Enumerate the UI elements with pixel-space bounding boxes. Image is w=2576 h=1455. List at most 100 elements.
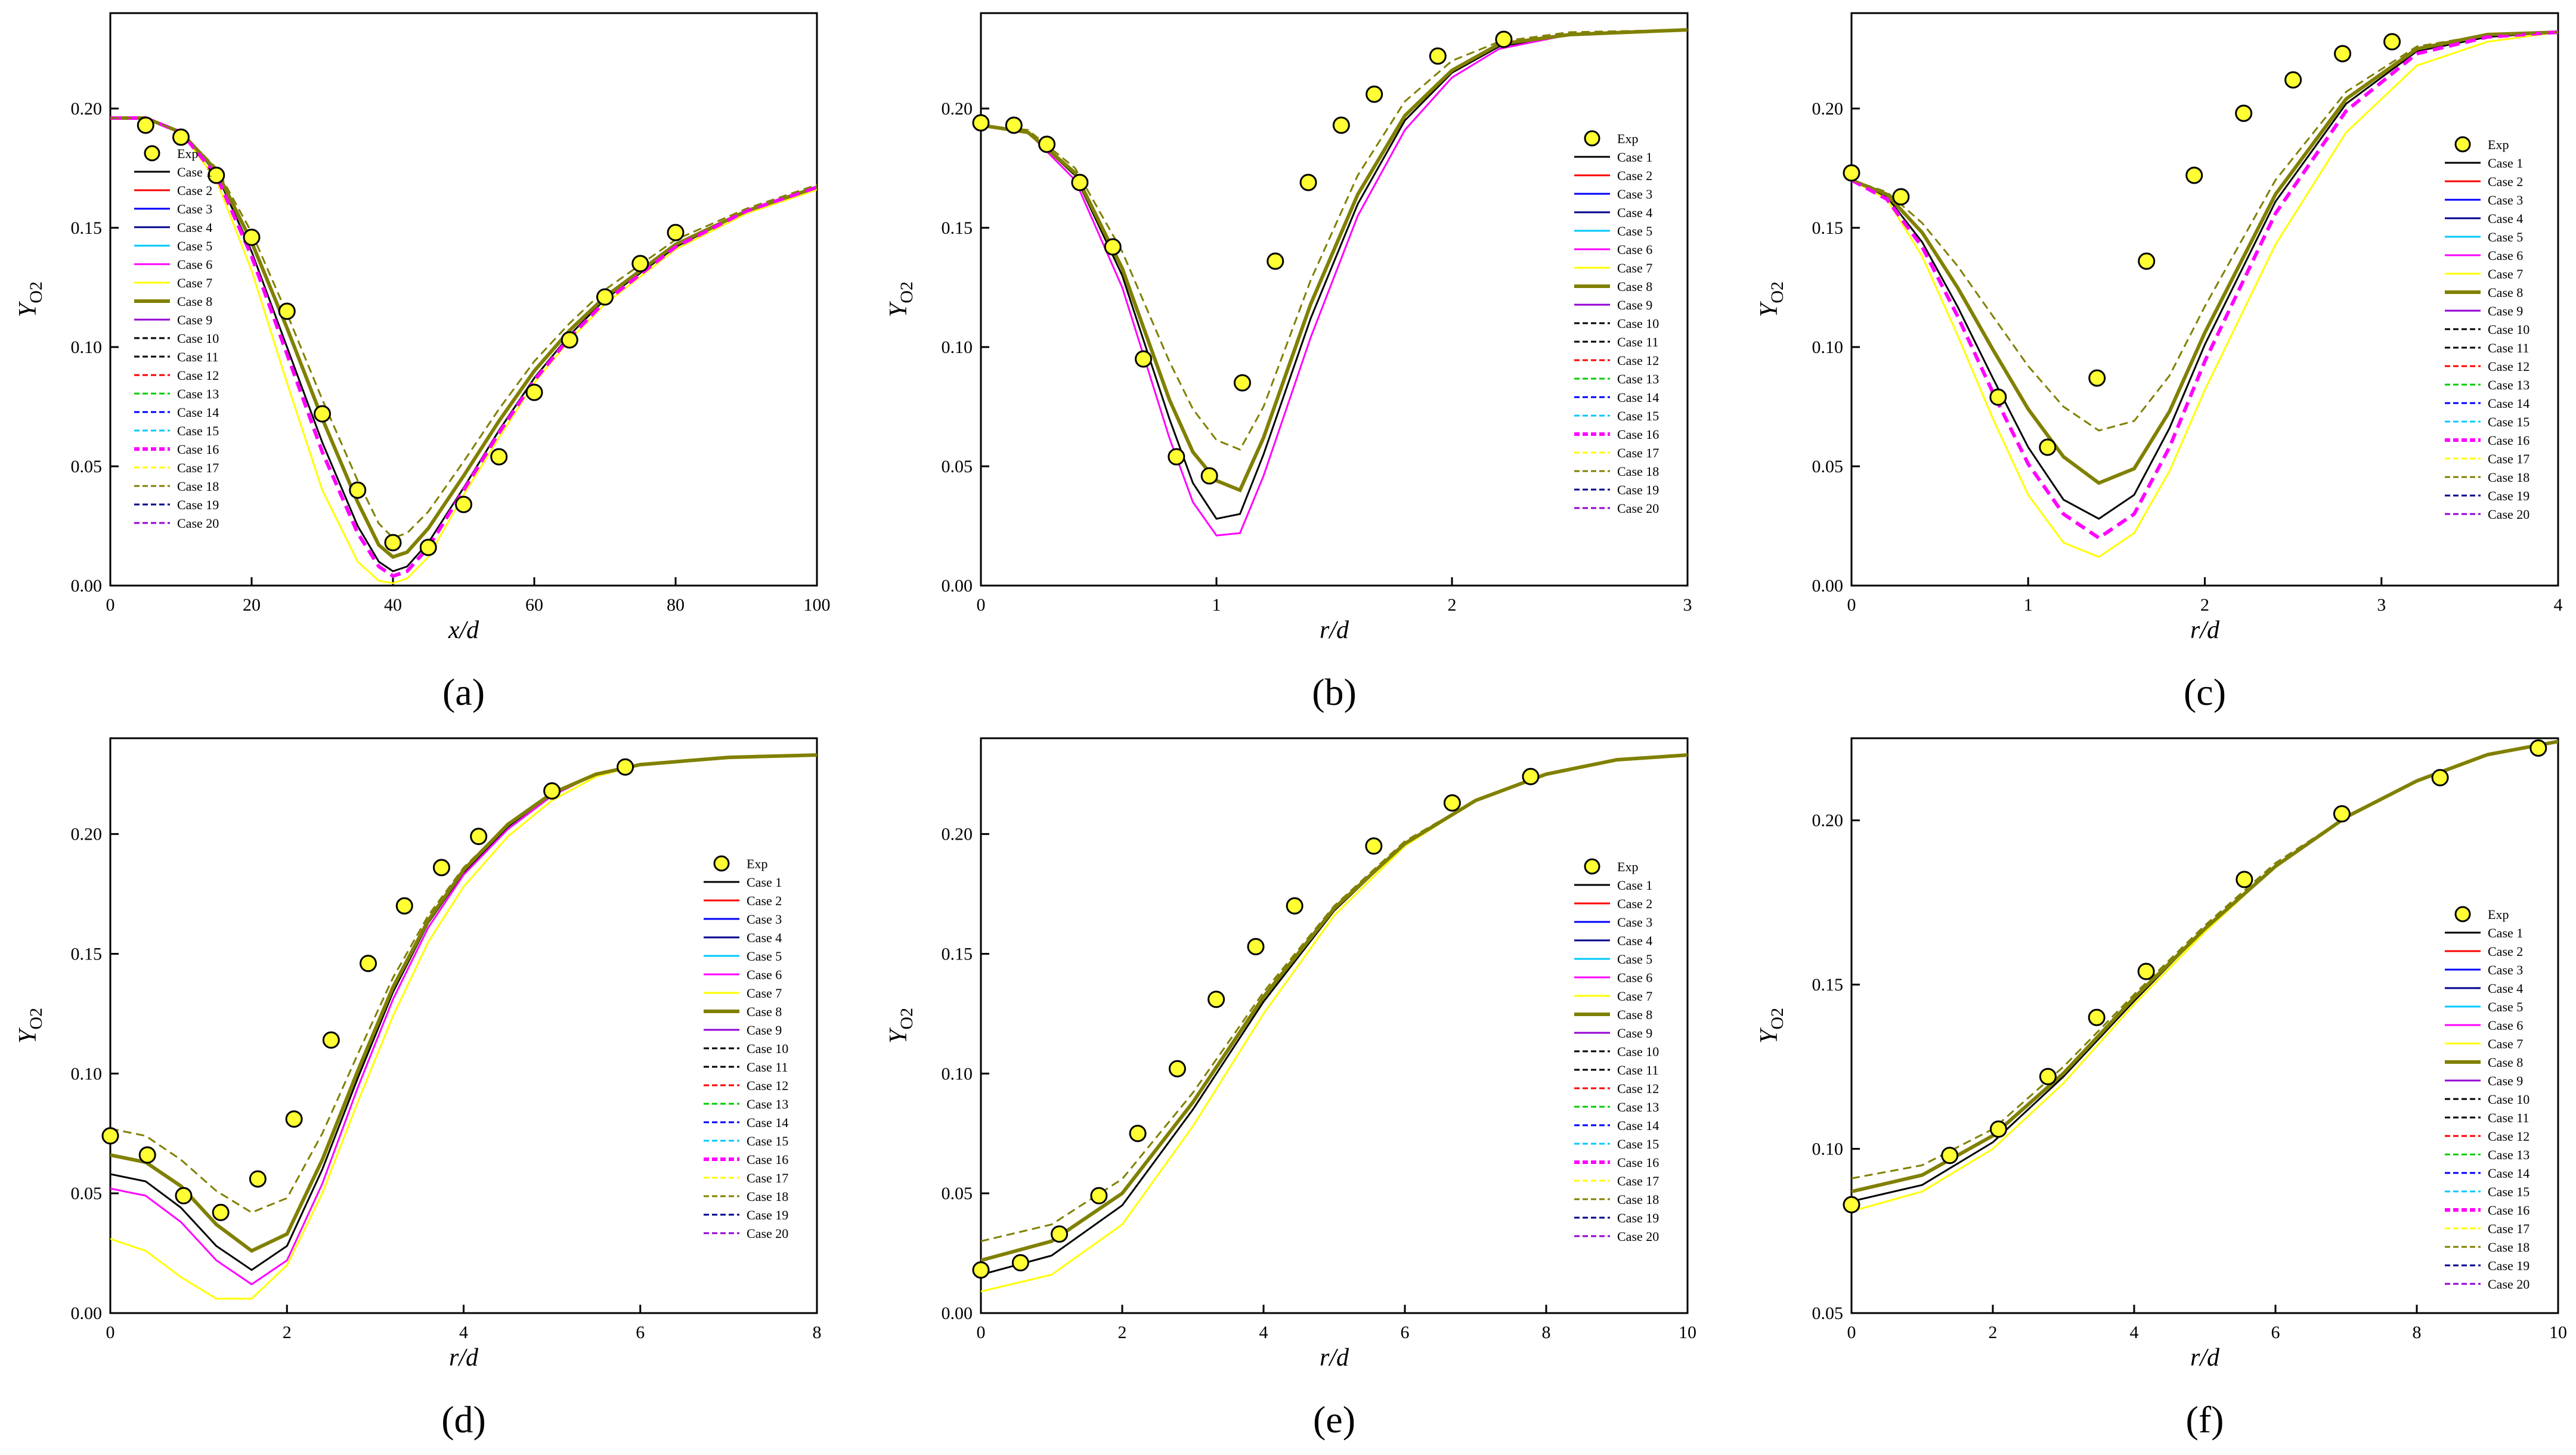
legend-label: Case 5: [2488, 230, 2523, 244]
exp-point: [2088, 369, 2106, 387]
exp-point: [631, 255, 649, 273]
legend-label: Case 3: [2488, 962, 2523, 977]
legend-label: Case 14: [2488, 396, 2529, 411]
exp-point: [667, 224, 685, 242]
y-tick-label: 0.00: [942, 1304, 973, 1323]
legend-label: Case 9: [2488, 1073, 2523, 1088]
x-tick-label: 80: [667, 595, 685, 615]
series-line-case-8: [1852, 739, 2558, 1194]
y-tick-label: 0.00: [71, 1304, 103, 1323]
legend-label: Case 6: [2488, 248, 2523, 263]
x-axis-title: r/d: [449, 1344, 479, 1372]
x-tick-label: 4: [2554, 595, 2563, 615]
series-line-case-1: [1852, 31, 2558, 520]
legend-marker-exp: [713, 855, 730, 872]
legend-label: Case 9: [177, 312, 212, 327]
curves: [110, 753, 817, 1300]
y-tick-label: 0.10: [71, 338, 103, 357]
y-tick-label: 0.15: [71, 945, 103, 964]
x-tick-label: 2: [2200, 595, 2209, 615]
y-tick-label: 0.05: [71, 1184, 103, 1203]
legend-label: Case 17: [747, 1171, 788, 1185]
y-axis-title: YO2: [1755, 281, 1787, 317]
y-tick-label: 0.05: [942, 457, 973, 476]
y-tick-label: 0.05: [1812, 457, 1844, 476]
legend-label: Case 16: [177, 442, 219, 457]
exp-point: [1267, 252, 1284, 270]
exp-point: [360, 955, 377, 973]
panel-label: (b): [1312, 671, 1357, 713]
legend-label: Case 2: [177, 183, 212, 198]
x-tick-label: 8: [1542, 1323, 1551, 1342]
exp-point: [1129, 1125, 1147, 1143]
plot-frame: [109, 12, 818, 587]
legend-label: Case 3: [2488, 193, 2523, 208]
legend-label: Case 11: [747, 1060, 788, 1075]
x-tick-label: 1: [1212, 595, 1221, 615]
plot-frame: [980, 737, 1689, 1314]
legend-label: Case 1: [2488, 925, 2523, 940]
legend-label: Case 6: [2488, 1018, 2523, 1033]
legend-label: Case 5: [1617, 224, 1652, 239]
curves: [1852, 739, 2558, 1212]
legend-label: Case 4: [747, 930, 782, 945]
panel-label: (f): [2186, 1398, 2224, 1441]
legend-label: Case 4: [177, 220, 212, 235]
legend-label: Case 4: [1617, 205, 1652, 220]
exp-point: [972, 1261, 990, 1279]
exp-point: [2284, 71, 2302, 89]
legend-label: Case 20: [177, 516, 219, 531]
legend-label: Case 10: [1617, 316, 1659, 331]
y-tick-label: 0.00: [71, 576, 103, 596]
legend-label: Case 2: [2488, 944, 2523, 959]
legend-label: Case 15: [1617, 1137, 1659, 1151]
x-tick-label: 2: [1118, 1323, 1127, 1342]
legend-label: Case 5: [2488, 999, 2523, 1014]
legend-label: Case 10: [177, 331, 219, 346]
exp-point: [243, 228, 261, 246]
panel-label: (a): [442, 671, 485, 713]
y-tick-label: 0.15: [942, 945, 973, 964]
exp-point: [1989, 1120, 2007, 1138]
exp-point: [395, 897, 413, 915]
x-tick-label: 0: [1847, 595, 1856, 615]
exp-point: [1366, 85, 1383, 103]
series-line-case-8: [981, 28, 1688, 493]
legend-label: Case 18: [747, 1189, 788, 1204]
exp-point: [1168, 1060, 1186, 1078]
legend-label: Exp: [177, 146, 198, 161]
x-tick-label: 8: [2413, 1323, 2422, 1342]
legend-label: Exp: [1617, 859, 1638, 874]
legend-label: Case 19: [747, 1208, 788, 1222]
exp-point: [1892, 188, 1910, 206]
curves: [110, 116, 817, 584]
legend-label: Case 10: [2488, 322, 2529, 337]
legend-label: Case 11: [1617, 335, 1658, 349]
series-line-case-7: [1852, 31, 2558, 558]
legend-label: Case 6: [1617, 970, 1652, 985]
legend: Exp Case 1 Case 2 Case 3 Case 4 Case 5 Case 6 C…: [704, 855, 788, 1241]
exp-point: [1429, 47, 1447, 65]
legend-label: Case 10: [1617, 1044, 1659, 1059]
legend-label: Case 1: [1617, 150, 1652, 165]
legend-label: Case 6: [177, 257, 212, 272]
legend-label: Case 15: [1617, 408, 1659, 423]
legend-label: Case 14: [2488, 1166, 2529, 1181]
legend: Exp Case 1 Case 2 Case 3 Case 4 Case 5 Case 6 C…: [2445, 136, 2529, 522]
y-tick-label: 0.00: [1812, 576, 1844, 596]
series-line-case-16: [110, 116, 817, 578]
x-tick-label: 6: [636, 1323, 645, 1342]
legend-label: Case 4: [1617, 933, 1652, 948]
exp-point: [455, 496, 472, 513]
exp-point: [2334, 45, 2352, 63]
legend-label: Case 9: [747, 1023, 782, 1038]
legend-label: Case 20: [2488, 507, 2529, 522]
curves: [1852, 30, 2558, 558]
exp-point: [2039, 438, 2057, 456]
legend-label: Case 3: [1617, 915, 1652, 930]
legend-label: Case 12: [1617, 1081, 1659, 1096]
y-tick-label: 0.20: [942, 825, 973, 844]
exp-point: [249, 1170, 267, 1188]
exp-point: [208, 166, 225, 184]
